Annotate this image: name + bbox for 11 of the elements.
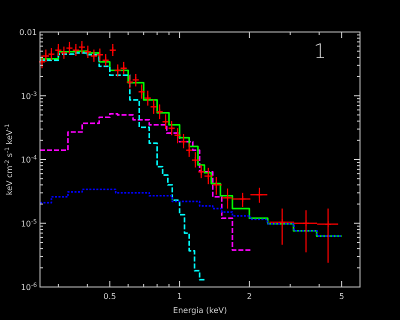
y-tick-label: 10$^{-5}$ xyxy=(20,218,38,228)
y-tick-label: 10$^{-6}$ xyxy=(20,282,38,292)
annotation: 1 xyxy=(314,39,326,63)
x-axis-title: Energia (keV) xyxy=(173,306,227,315)
x-tick-label: 5 xyxy=(339,292,344,301)
x-tick-label: 1 xyxy=(177,292,182,301)
y-tick-label: 10$^{-4}$ xyxy=(20,154,38,164)
x-tick-label: 2 xyxy=(246,292,252,301)
x-tick-label: 0.5 xyxy=(103,292,116,301)
y-tick-label: 0.01 xyxy=(19,28,37,37)
y-tick-label: 10$^{-3}$ xyxy=(20,90,38,101)
